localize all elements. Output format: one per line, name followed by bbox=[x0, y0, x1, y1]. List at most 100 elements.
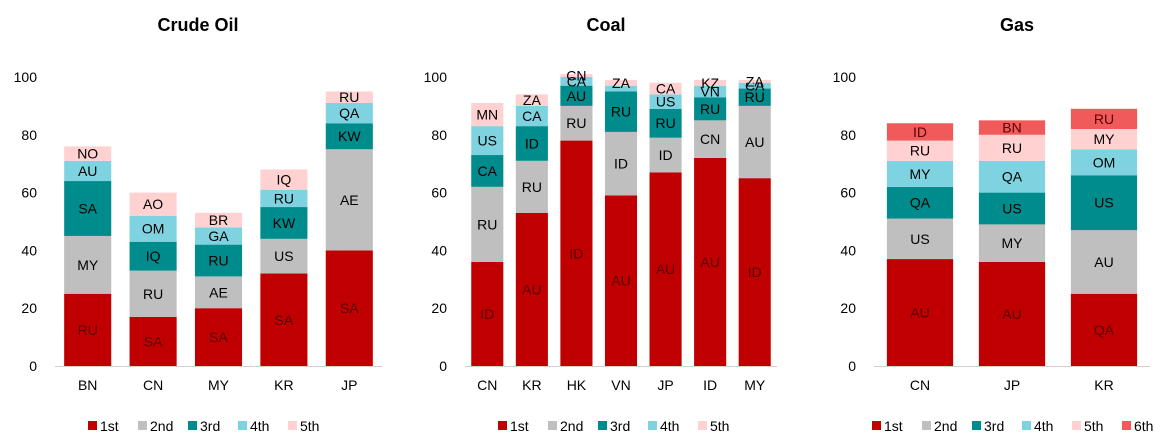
bar-segment-bn-2nd bbox=[64, 235, 112, 294]
legend-swatch-5th bbox=[698, 421, 707, 430]
segment-label: AE bbox=[340, 192, 359, 208]
bar-segment-jp-4th bbox=[325, 103, 373, 124]
bar-segment-kr-2nd bbox=[515, 160, 548, 213]
bar-segment-vn-4th bbox=[604, 85, 638, 92]
bar-segment-kr-4th bbox=[1070, 149, 1138, 176]
x-tick-label: KR bbox=[1094, 377, 1113, 393]
segment-label: ZA bbox=[612, 75, 631, 91]
y-tick-label: 100 bbox=[833, 69, 857, 85]
bar-segment-my-4th bbox=[738, 82, 771, 89]
legend-label: 4th bbox=[660, 418, 679, 434]
y-tick-label: 60 bbox=[840, 185, 856, 201]
segment-label: ID bbox=[525, 135, 539, 151]
bar-segment-my-2nd bbox=[738, 105, 771, 179]
bar-segment-cn-1st bbox=[129, 316, 177, 366]
legend-swatch-1st bbox=[498, 421, 507, 430]
bar-segment-kr-1st bbox=[515, 212, 548, 366]
segment-label: RU bbox=[274, 190, 294, 206]
segment-label: RU bbox=[1002, 140, 1022, 156]
bar-segment-jp-1st bbox=[978, 261, 1046, 366]
bar-segment-cn-4th bbox=[129, 215, 177, 242]
legend-label: 1st bbox=[510, 418, 529, 434]
y-tick-label: 20 bbox=[840, 300, 856, 316]
bar-segment-jp-4th bbox=[649, 94, 682, 109]
legend-swatch-5th bbox=[288, 421, 297, 430]
legend-label: 4th bbox=[250, 418, 269, 434]
segment-label: IQ bbox=[146, 248, 161, 264]
segment-label: AU bbox=[567, 88, 586, 104]
legend-swatch-2nd bbox=[138, 421, 147, 430]
bar-segment-kr-1st bbox=[1070, 293, 1138, 366]
bar-segment-my-5th bbox=[194, 212, 243, 228]
segment-label: MY bbox=[1094, 131, 1116, 147]
bar-segment-my-5th bbox=[738, 79, 771, 83]
segment-label: AU bbox=[1002, 306, 1021, 322]
segment-label: VN bbox=[700, 83, 719, 99]
bar-segment-jp-1st bbox=[649, 172, 682, 366]
bar-segment-jp-2nd bbox=[649, 137, 682, 173]
segment-label: BR bbox=[209, 212, 228, 228]
bar-segment-cn-4th bbox=[471, 126, 504, 156]
legend-swatch-5th bbox=[1072, 421, 1081, 430]
y-tick-label: 60 bbox=[431, 185, 447, 201]
segment-label: RU bbox=[143, 286, 163, 302]
segment-label: SA bbox=[144, 333, 163, 349]
bar-segment-jp-6th bbox=[978, 120, 1046, 135]
chart-title: Crude Oil bbox=[157, 15, 238, 35]
x-tick-label: JP bbox=[657, 377, 673, 393]
segment-label: CN bbox=[566, 68, 586, 84]
bar-segment-kr-3rd bbox=[260, 207, 308, 239]
segment-label: OM bbox=[142, 221, 165, 237]
bar-segment-hk-1st bbox=[560, 140, 593, 366]
segment-label: ID bbox=[614, 156, 628, 172]
bar-segment-kr-1st bbox=[260, 273, 308, 366]
chart-title: Gas bbox=[1000, 15, 1034, 35]
bar-segment-jp-4th bbox=[978, 160, 1046, 193]
legend-swatch-1st bbox=[88, 421, 97, 430]
bar-segment-kr-4th bbox=[515, 105, 548, 127]
segment-label: RU bbox=[745, 89, 765, 105]
y-tick-label: 0 bbox=[439, 358, 447, 374]
segment-label: CA bbox=[656, 81, 676, 97]
x-tick-label: KR bbox=[274, 377, 293, 393]
segment-label: US bbox=[656, 94, 675, 110]
bar-segment-jp-3rd bbox=[325, 123, 373, 150]
legend-label: 3rd bbox=[984, 418, 1004, 434]
segment-label: AU bbox=[910, 305, 929, 321]
segment-label: RU bbox=[78, 322, 98, 338]
legend-label: 3rd bbox=[200, 418, 220, 434]
bar-segment-id-1st bbox=[694, 157, 727, 366]
bar-segment-jp-1st bbox=[325, 250, 373, 366]
segment-label: ID bbox=[569, 245, 583, 261]
segment-label: RU bbox=[655, 115, 675, 131]
legend-label: 2nd bbox=[560, 418, 583, 434]
legend-label: 5th bbox=[1084, 418, 1103, 434]
bar-segment-cn-2nd bbox=[471, 186, 504, 262]
segment-label: MY bbox=[910, 166, 932, 182]
legend-swatch-4th bbox=[238, 421, 247, 430]
bar-segment-cn-1st bbox=[886, 259, 954, 366]
segment-label: AU bbox=[700, 254, 719, 270]
bar-segment-bn-3rd bbox=[64, 181, 112, 236]
x-tick-label: VN bbox=[611, 377, 630, 393]
segment-label: NO bbox=[77, 146, 98, 162]
segment-label: OM bbox=[1093, 154, 1116, 170]
segment-label: CN bbox=[700, 131, 720, 147]
bar-segment-id-5th bbox=[694, 79, 727, 86]
x-tick-label: CN bbox=[910, 377, 930, 393]
bar-segment-id-3rd bbox=[694, 97, 727, 121]
legend-label: 5th bbox=[300, 418, 319, 434]
x-tick-label: CN bbox=[143, 377, 163, 393]
bar-segment-vn-1st bbox=[604, 195, 638, 366]
y-tick-label: 80 bbox=[21, 127, 37, 143]
segment-label: SA bbox=[209, 329, 228, 345]
bar-segment-my-4th bbox=[194, 227, 243, 245]
bar-segment-jp-5th bbox=[978, 134, 1046, 161]
bar-segment-kr-3rd bbox=[515, 126, 548, 161]
bar-segment-cn-3rd bbox=[471, 155, 504, 187]
segment-label: US bbox=[478, 133, 497, 149]
bar-segment-my-3rd bbox=[194, 244, 243, 277]
y-tick-label: 40 bbox=[21, 242, 37, 258]
segment-label: RU bbox=[700, 101, 720, 117]
segment-label: AO bbox=[143, 196, 163, 212]
